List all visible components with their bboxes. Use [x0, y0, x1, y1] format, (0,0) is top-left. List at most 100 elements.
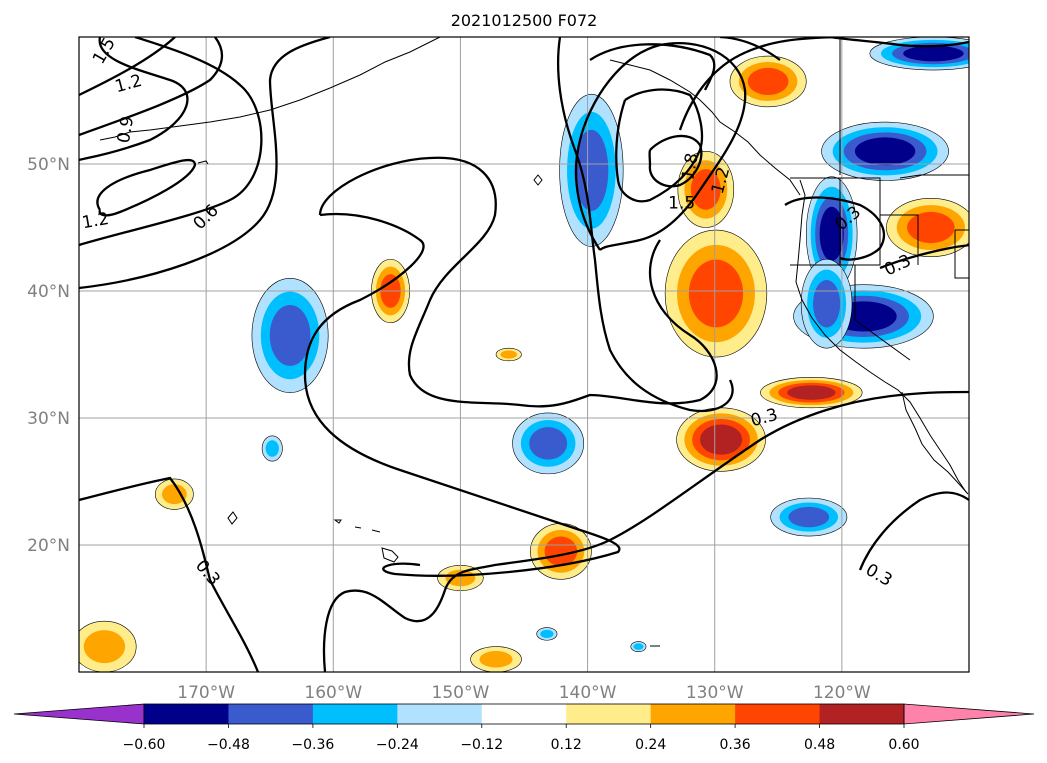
filled-region-ring — [540, 629, 554, 639]
filled-region-ring — [788, 506, 830, 528]
filled-region-ring — [907, 211, 955, 244]
filled-region — [664, 229, 768, 358]
colorbar-frame — [143, 703, 905, 725]
filled-region-ring — [813, 279, 841, 328]
colorbar-tick-label: 0.60 — [888, 737, 919, 753]
filled-region — [251, 278, 329, 393]
filled-region — [536, 627, 558, 641]
filled-region-ring — [819, 206, 844, 261]
x-tick-label: 150°W — [432, 683, 490, 703]
contour-label: 1.5 — [668, 193, 695, 213]
contour-1p5-west — [79, 37, 176, 97]
contour-1p2-east — [574, 42, 747, 251]
colorbar-tick-label: −0.60 — [123, 737, 166, 753]
colorbar-tick-label: −0.48 — [207, 737, 250, 753]
colorbar-segment — [228, 704, 314, 724]
contour-0p3-idaho — [879, 243, 969, 270]
contour-0p3-hawaii — [322, 390, 969, 672]
baja-coast — [901, 391, 969, 495]
island-fragment — [197, 160, 660, 647]
contour-1p2-west — [79, 37, 224, 137]
colorbar-tick-label: −0.12 — [460, 737, 503, 753]
contour-0p3-east — [829, 37, 969, 48]
graticule — [79, 37, 969, 672]
colorbar-segment — [481, 704, 567, 724]
filled-region-ring — [633, 643, 644, 650]
state-borders — [790, 37, 969, 361]
filled-region — [886, 197, 969, 258]
colorbar-tick-label: 0.36 — [720, 737, 751, 753]
colorbar-extend-max — [903, 703, 1035, 725]
colorbar-segment — [312, 704, 398, 724]
colorbar: −0.60 −0.48 −0.36 −0.24 −0.12 0.12 0.24 0.36 0.4… — [13, 703, 1035, 753]
contour-0p3-west — [79, 37, 331, 290]
filled-region — [729, 55, 807, 108]
contour-0p3-central — [318, 156, 718, 408]
pacific-nw-coast — [795, 179, 967, 493]
filled-region — [677, 150, 735, 228]
contour-0p3-baja — [858, 491, 969, 571]
map-frame — [78, 36, 970, 673]
contour-0p9-east — [556, 37, 734, 413]
colorbar-tick-label: −0.36 — [291, 737, 334, 753]
chart-title: 2021012500 F072 — [451, 11, 598, 30]
filled-region-ring — [854, 137, 916, 166]
alaska-coast — [609, 59, 801, 196]
filled-region-ring — [479, 651, 513, 668]
colorbar-segment — [144, 704, 229, 724]
filled-region — [800, 258, 853, 349]
filled-region-ring — [265, 440, 279, 457]
contour-label: 0.9 — [114, 115, 138, 145]
filled-region — [821, 121, 949, 181]
colorbar-segment — [735, 704, 821, 724]
contour-1p2-loop — [96, 158, 197, 217]
x-tick-label: 170°W — [177, 683, 235, 703]
x-tick-label: 160°W — [304, 683, 362, 703]
filled-region-ring — [574, 129, 609, 211]
contour-0p3-oregon — [784, 196, 886, 261]
colorbar-segment — [397, 704, 483, 724]
filled-region-ring — [903, 45, 964, 62]
filled-region-ring — [161, 484, 187, 505]
filled-region-ring — [269, 304, 311, 366]
filled-region — [495, 347, 522, 362]
filled-region-ring — [500, 350, 518, 359]
colorbar-tick-label: 0.48 — [804, 737, 835, 753]
coastlines — [99, 37, 969, 647]
colorbar-segment — [650, 704, 736, 724]
colorbar-tick-label: −0.24 — [376, 737, 419, 753]
filled-region — [770, 497, 848, 537]
x-tick-label: 140°W — [559, 683, 617, 703]
filled-region — [760, 377, 863, 409]
contour-lines — [79, 37, 969, 672]
filled-region-ring — [529, 427, 568, 460]
y-tick-label: 30°N — [27, 409, 70, 429]
filled-region-ring — [544, 536, 578, 567]
contour-1p5-loop — [648, 134, 703, 188]
axis-ticks: 170°W 160°W 150°W 140°W 130°W 120°W 20°N 30°N 40… — [27, 155, 871, 703]
map-panel: 1.51.20.91.2 0.61.8 1.21.5 0.30.30.30.3 0.3 — [79, 37, 969, 672]
filled-region-ring — [699, 424, 743, 455]
contour-0p9-west — [79, 37, 189, 162]
y-tick-label: 50°N — [27, 155, 70, 175]
x-tick-label: 130°W — [686, 683, 744, 703]
y-tick-label: 40°N — [27, 282, 70, 302]
hawaii-islands — [227, 511, 399, 563]
filled-region — [261, 435, 283, 462]
filled-region-ring — [83, 630, 126, 664]
contour-0p6-west — [79, 37, 263, 247]
filled-region — [630, 641, 647, 652]
contour-0p3-west-loop — [303, 212, 621, 577]
filled-region-ring — [787, 385, 836, 400]
filled-region-ring — [690, 169, 721, 210]
filled-region — [512, 412, 585, 475]
filled-region — [869, 37, 969, 71]
contour-1p8-east — [615, 88, 704, 203]
filled-region — [79, 620, 137, 672]
colorbar-segment — [819, 704, 905, 724]
colorbar-tick-label: 0.24 — [635, 737, 666, 753]
x-tick-label: 120°W — [813, 683, 871, 703]
contour-label: 1.2 — [80, 209, 110, 233]
colorbar-extend-min — [13, 703, 145, 725]
